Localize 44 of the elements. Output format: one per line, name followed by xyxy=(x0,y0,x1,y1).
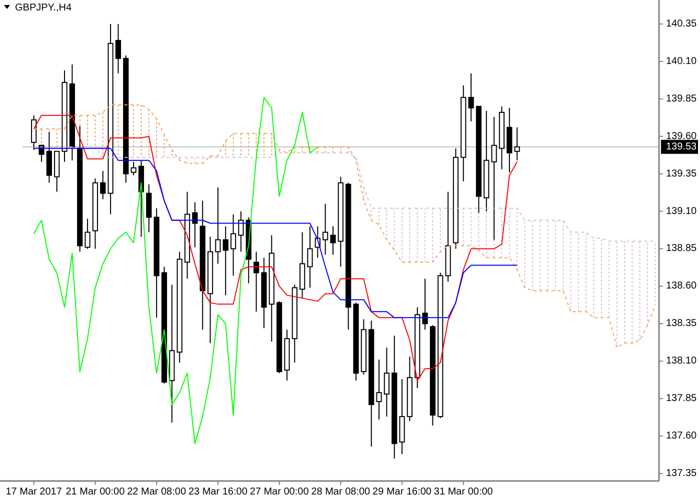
candlestick xyxy=(307,226,313,288)
y-tick-label: 137.35 xyxy=(666,468,698,480)
x-tick-label: 28 Mar 08:00 xyxy=(311,486,371,498)
candlestick xyxy=(376,359,382,420)
ref-line-label: 139.53 xyxy=(666,141,698,152)
candlestick xyxy=(230,214,236,276)
x-tick-label: 22 Mar 08:00 xyxy=(127,486,186,498)
candlestick xyxy=(514,126,520,161)
y-tick-label: 140.10 xyxy=(666,56,698,67)
x-tick-label: 27 Mar 00:00 xyxy=(250,486,310,498)
candlestick xyxy=(253,251,260,312)
y-tick-label: 139.85 xyxy=(666,93,698,104)
y-tick-label: 137.85 xyxy=(666,393,698,404)
candlestick xyxy=(222,226,228,296)
x-tick-label: 17 Mar 2017 xyxy=(6,486,62,498)
candlestick xyxy=(468,72,474,122)
x-tick-label: 31 Mar 00:00 xyxy=(434,486,494,498)
candlestick xyxy=(384,347,390,418)
y-tick-label: 137.60 xyxy=(666,430,698,442)
candlestick xyxy=(238,210,244,252)
candlestick xyxy=(215,186,221,264)
candlestick xyxy=(100,170,106,200)
x-tick-label: 23 Mar 16:00 xyxy=(188,486,248,498)
candlestick xyxy=(84,218,90,250)
candlestick xyxy=(422,278,428,330)
chart-title: GBPJPY.,H4 xyxy=(15,2,72,14)
y-tick-label: 138.10 xyxy=(666,356,698,367)
candlestick xyxy=(146,184,152,233)
line-series xyxy=(33,96,318,444)
candlestick xyxy=(130,161,136,176)
x-tick-label: 29 Mar 16:00 xyxy=(372,486,432,498)
candlestick xyxy=(192,202,198,248)
candlestick xyxy=(322,203,328,256)
y-tick-label: 138.85 xyxy=(666,243,698,254)
y-tick-label: 139.35 xyxy=(666,168,698,180)
y-tick-label: 140.35 xyxy=(666,18,698,30)
y-tick-label: 138.35 xyxy=(666,318,698,330)
candlestick xyxy=(452,148,459,250)
candlestick xyxy=(330,226,336,256)
y-tick-label: 138.60 xyxy=(666,280,698,292)
y-tick-label: 139.60 xyxy=(666,130,698,142)
candlestick xyxy=(115,23,122,74)
x-tick-label: 21 Mar 00:00 xyxy=(66,486,126,498)
y-tick-label: 139.10 xyxy=(666,206,698,217)
